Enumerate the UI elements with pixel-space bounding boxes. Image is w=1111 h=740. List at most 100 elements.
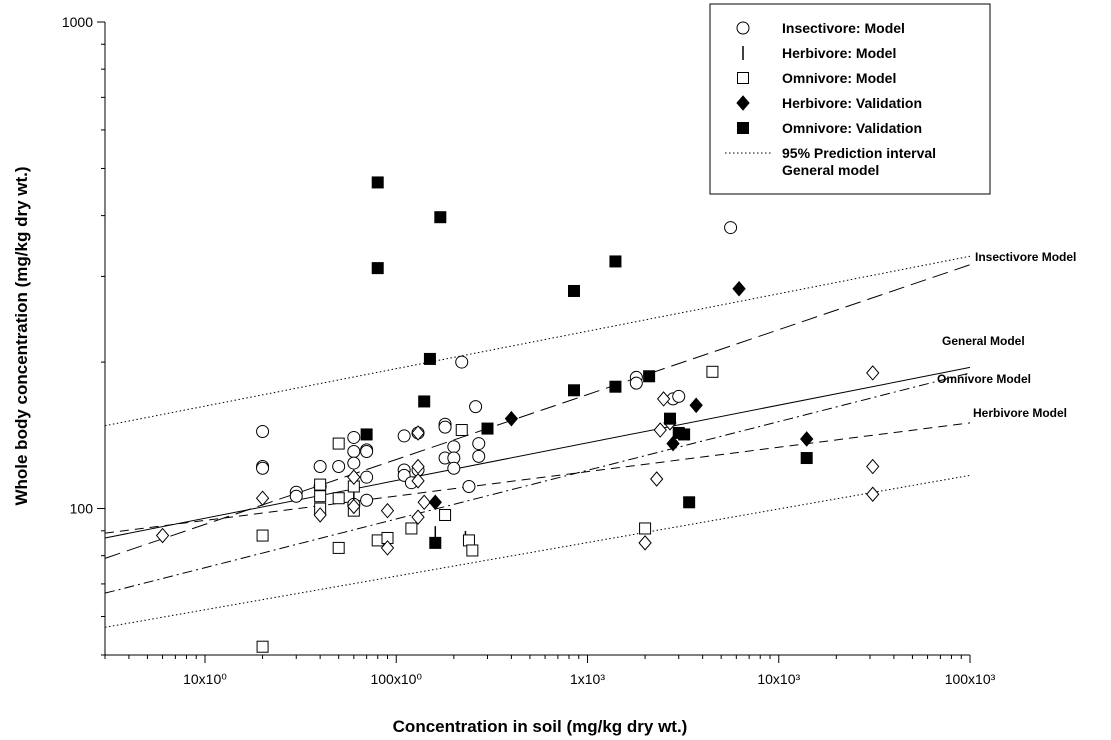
data-point xyxy=(256,461,270,475)
legend-label: Herbivore: Model xyxy=(782,45,896,61)
data-point xyxy=(568,384,581,397)
data-point xyxy=(314,490,327,503)
data-point xyxy=(866,486,880,503)
data-point xyxy=(332,492,345,505)
data-point xyxy=(653,422,667,438)
line-label: Insectivore Model xyxy=(975,250,1076,264)
data-point xyxy=(650,471,664,487)
data-point xyxy=(428,494,442,511)
data-point xyxy=(683,496,696,509)
data-point xyxy=(347,430,361,444)
data-point xyxy=(347,498,361,515)
legend: Insectivore: Model Herbivore: Model Omnivo… xyxy=(709,3,991,195)
legend-label: 95% Prediction interval xyxy=(782,145,936,161)
data-point xyxy=(332,460,346,474)
data-point xyxy=(313,460,327,474)
fit-line xyxy=(104,264,971,559)
data-point xyxy=(666,435,680,452)
data-point xyxy=(639,522,652,535)
x-tick-label: 10x10⁰ xyxy=(183,671,227,687)
data-point xyxy=(397,429,411,443)
data-point xyxy=(656,391,671,407)
legend-label: Omnivore: Validation xyxy=(782,120,922,136)
y-tick-label: 1000 xyxy=(62,14,93,30)
data-point xyxy=(455,424,468,437)
data-point xyxy=(643,370,656,383)
data-point xyxy=(672,389,686,403)
data-point xyxy=(256,640,269,653)
x-axis-title: Concentration in soil (mg/kg dry wt.) xyxy=(393,717,688,736)
data-point xyxy=(866,365,880,381)
data-point xyxy=(423,352,436,365)
data-point xyxy=(411,473,425,489)
x-tick-label: 100x10⁰ xyxy=(370,671,422,687)
data-point xyxy=(724,221,738,235)
data-point xyxy=(434,211,447,224)
data-point xyxy=(332,541,345,554)
data-point xyxy=(638,535,652,551)
legend-label: Insectivore: Model xyxy=(782,20,905,36)
legend-marker xyxy=(737,72,749,84)
data-point xyxy=(380,502,395,519)
legend-box xyxy=(709,3,991,195)
data-point xyxy=(732,280,746,297)
data-point xyxy=(256,424,270,438)
data-point xyxy=(689,397,703,414)
data-point xyxy=(255,490,270,506)
data-point xyxy=(462,534,475,547)
y-tick-label: 100 xyxy=(70,501,94,517)
fit-line xyxy=(104,372,971,594)
data-point xyxy=(347,469,361,485)
data-point xyxy=(360,493,374,507)
legend-marker xyxy=(736,21,750,35)
data-point xyxy=(411,509,425,525)
data-point xyxy=(332,437,345,450)
fit-line xyxy=(104,422,971,534)
data-point xyxy=(469,400,483,414)
data-point xyxy=(866,458,880,475)
legend-label: General model xyxy=(782,162,879,178)
data-point xyxy=(481,422,494,435)
line-labels-layer: Insectivore Model General Model Omnivore M… xyxy=(937,250,1076,420)
data-point xyxy=(256,529,269,542)
data-point xyxy=(466,544,479,557)
data-point xyxy=(568,284,581,297)
x-tick-label: 1x10³ xyxy=(570,671,605,687)
data-point xyxy=(347,456,361,470)
fit-line xyxy=(104,474,971,628)
data-point xyxy=(289,489,303,503)
data-point xyxy=(360,444,374,458)
data-point xyxy=(429,536,442,549)
data-point xyxy=(411,425,425,441)
legend-label: Omnivore: Model xyxy=(782,70,896,86)
data-point xyxy=(417,494,431,511)
data-point xyxy=(371,176,384,189)
data-point xyxy=(609,255,622,268)
data-point xyxy=(800,452,813,465)
data-point xyxy=(472,437,486,451)
data-point xyxy=(360,428,373,441)
data-point xyxy=(706,365,719,378)
line-label: Omnivore Model xyxy=(937,372,1031,386)
data-point xyxy=(371,262,384,275)
data-point xyxy=(347,444,361,458)
data-point xyxy=(504,410,519,427)
data-point xyxy=(418,395,431,408)
axes-layer: 10x10⁰ 100x10⁰ 1x10³ 10x10³ 100x10³ 100 1000 xyxy=(62,14,996,687)
data-point xyxy=(462,479,476,493)
data-point xyxy=(447,440,461,454)
line-label: General Model xyxy=(942,334,1025,348)
data-point xyxy=(455,355,469,369)
data-point xyxy=(439,508,452,521)
data-point xyxy=(314,478,327,491)
data-point xyxy=(405,522,418,535)
x-tick-label: 10x10³ xyxy=(757,671,800,687)
data-point xyxy=(360,470,374,484)
data-point xyxy=(663,412,676,425)
data-point xyxy=(629,376,643,390)
legend-marker xyxy=(737,122,749,134)
data-point xyxy=(472,449,486,463)
data-point xyxy=(447,461,461,475)
data-point xyxy=(609,380,622,393)
fit-line xyxy=(104,255,971,427)
